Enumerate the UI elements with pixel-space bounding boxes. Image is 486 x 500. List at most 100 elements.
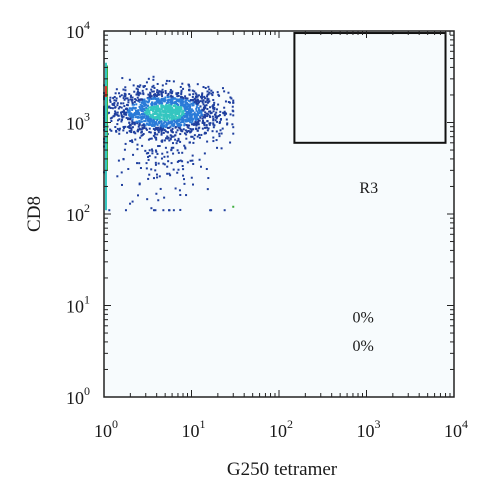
scatter-point — [156, 128, 159, 131]
scatter-point — [165, 137, 168, 140]
scatter-point — [227, 101, 230, 104]
scatter-point — [196, 135, 199, 138]
scatter-point — [212, 98, 215, 101]
scatter-point — [165, 102, 168, 105]
scatter-point — [145, 106, 148, 109]
scatter-point — [113, 101, 116, 104]
scatter-point — [202, 86, 205, 89]
scatter-point — [178, 114, 181, 117]
scatter-point — [193, 134, 196, 137]
scatter-point — [219, 110, 222, 113]
scatter-point — [166, 123, 169, 126]
scatter-point — [150, 207, 153, 210]
scatter-point — [175, 131, 178, 134]
scatter-point — [153, 116, 156, 119]
scatter-point — [215, 108, 218, 111]
scatter-point — [154, 117, 157, 120]
scatter-point — [188, 93, 191, 96]
scatter-point — [202, 103, 205, 106]
scatter-point — [156, 133, 159, 136]
scatter-point — [123, 105, 126, 108]
scatter-point — [181, 110, 184, 113]
scatter-point — [109, 100, 112, 103]
scatter-point — [180, 129, 183, 132]
scatter-point — [155, 138, 158, 141]
scatter-point — [202, 115, 205, 118]
scatter-point — [166, 151, 169, 154]
scatter-point — [159, 101, 162, 104]
scatter-point — [121, 115, 124, 118]
scatter-point — [193, 111, 196, 114]
plot-background — [104, 31, 454, 397]
scatter-point — [219, 118, 222, 121]
scatter-point — [207, 93, 210, 96]
scatter-point — [160, 113, 163, 116]
scatter-point — [198, 133, 201, 136]
scatter-point — [179, 121, 182, 124]
scatter-point — [166, 99, 169, 102]
scatter-point — [150, 137, 153, 140]
scatter-point — [154, 136, 157, 139]
scatter-point — [132, 153, 135, 156]
scatter-point — [147, 109, 150, 112]
scatter-point — [216, 120, 219, 123]
scatter-point — [148, 112, 151, 115]
scatter-point — [185, 98, 188, 101]
scatter-point — [156, 100, 159, 103]
scatter-point — [137, 194, 140, 197]
scatter-point — [117, 159, 120, 162]
scatter-point — [161, 88, 164, 91]
scatter-point — [155, 136, 158, 139]
scatter-point — [158, 119, 161, 122]
scatter-point — [144, 104, 147, 107]
scatter-point — [158, 116, 161, 119]
scatter-point — [207, 98, 210, 101]
scatter-point — [208, 114, 211, 117]
scatter-point — [198, 158, 201, 161]
scatter-point — [194, 113, 197, 116]
scatter-point — [113, 114, 116, 117]
scatter-point — [150, 119, 153, 122]
scatter-point — [171, 112, 174, 115]
scatter-point — [150, 101, 153, 104]
scatter-point — [201, 117, 204, 120]
scatter-point — [219, 121, 222, 124]
scatter-point — [129, 113, 132, 116]
scatter-point — [169, 104, 172, 107]
scatter-point — [226, 122, 229, 125]
scatter-point — [161, 152, 164, 155]
scatter-point — [115, 130, 118, 133]
scatter-point — [216, 146, 219, 149]
scatter-point — [191, 104, 194, 107]
scatter-point — [180, 92, 183, 95]
scatter-point — [178, 118, 181, 121]
scatter-point — [180, 104, 183, 107]
scatter-point — [171, 108, 174, 111]
scatter-point — [160, 132, 163, 135]
scatter-point — [176, 107, 179, 110]
scatter-point — [139, 84, 142, 87]
scatter-point — [163, 155, 166, 158]
scatter-point — [163, 125, 166, 128]
scatter-point — [189, 131, 192, 134]
scatter-point — [182, 98, 185, 101]
scatter-point — [167, 136, 170, 139]
scatter-point — [177, 119, 180, 122]
scatter-point — [184, 97, 187, 100]
scatter-point — [200, 109, 203, 112]
scatter-point — [201, 121, 204, 124]
scatter-point — [188, 103, 191, 106]
scatter-point — [167, 131, 170, 134]
scatter-point — [183, 144, 186, 147]
scatter-point — [186, 161, 189, 164]
scatter-point — [128, 125, 131, 128]
scatter-point — [181, 151, 184, 154]
scatter-point — [202, 99, 205, 102]
scatter-point — [184, 112, 187, 115]
scatter-point — [149, 91, 152, 94]
scatter-point — [124, 97, 127, 100]
scatter-point — [202, 109, 205, 112]
scatter-point — [143, 125, 146, 128]
scatter-point — [114, 111, 117, 114]
